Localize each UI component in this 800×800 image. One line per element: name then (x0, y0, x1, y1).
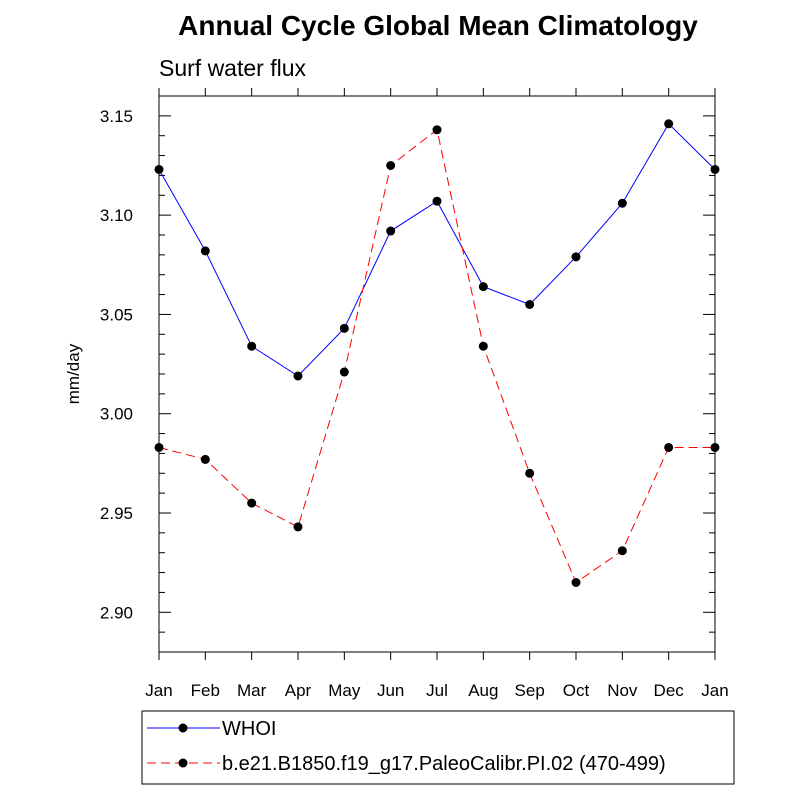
data-point (432, 196, 442, 206)
data-point (664, 119, 674, 129)
chart-title: Annual Cycle Global Mean Climatology (178, 10, 698, 41)
x-tick-label: Apr (285, 681, 312, 700)
data-point (617, 546, 627, 556)
x-tick-label: Dec (654, 681, 685, 700)
series-1 (154, 119, 720, 381)
y-tick-label: 2.95 (100, 504, 133, 523)
x-tick-label: Nov (607, 681, 638, 700)
legend-label: WHOI (222, 718, 276, 740)
y-axis-title: mm/day (64, 343, 83, 404)
legend-item: b.e21.B1850.f19_g17.PaleoCalibr.PI.02 (4… (147, 753, 666, 775)
data-point (710, 164, 720, 174)
x-tick-label: Jan (145, 681, 172, 700)
data-point (432, 125, 442, 135)
data-point (200, 454, 210, 464)
data-point (571, 578, 581, 587)
y-tick-label: 3.10 (100, 206, 133, 225)
data-point (478, 282, 488, 292)
x-tick-label: Jun (377, 681, 404, 700)
chart-subtitle: Surf water flux (159, 55, 306, 81)
legend: WHOI b.e21.B1850.f19_g17.PaleoCalibr.PI.0… (147, 718, 666, 775)
plot-area-frame (158, 95, 716, 653)
data-point (710, 442, 720, 452)
data-point (617, 198, 627, 208)
x-tick-label: Jan (701, 681, 728, 700)
data-point (293, 522, 303, 532)
data-point (525, 468, 535, 478)
data-point (293, 371, 303, 381)
data-point (571, 252, 581, 262)
data-point (525, 300, 535, 309)
x-tick-label: Sep (515, 681, 545, 700)
x-tick-label: Oct (563, 681, 590, 700)
data-point (478, 341, 488, 351)
data-point (200, 246, 210, 256)
data-point (339, 367, 349, 377)
data-point (247, 498, 257, 508)
x-tick-label: Feb (191, 681, 220, 700)
x-axis-labels: Jan Feb Mar Apr May Jun Jul Aug Sep Oct Nov Dec Jan (145, 681, 728, 700)
x-tick-label: Jul (426, 681, 448, 700)
x-tick-label: Aug (468, 681, 498, 700)
series-line (158, 122, 716, 377)
data-point (664, 442, 674, 452)
legend-label: b.e21.B1850.f19_g17.PaleoCalibr.PI.02 (4… (222, 753, 666, 775)
series-layer (154, 119, 720, 587)
y-axis-labels: 2.90 2.95 3.00 3.05 3.10 3.15 (100, 107, 133, 622)
x-tick-label: Mar (237, 681, 267, 700)
y-tick-label: 2.90 (100, 603, 133, 622)
y-tick-label: 3.00 (100, 405, 133, 424)
y-tick-label: 3.15 (100, 107, 133, 126)
series-2 (154, 125, 720, 587)
data-point (339, 323, 349, 333)
data-point (247, 341, 257, 351)
data-point (154, 442, 164, 452)
data-point (154, 164, 164, 174)
data-point (386, 161, 396, 170)
y-tick-label: 3.05 (100, 305, 133, 324)
x-tick-label: May (328, 681, 361, 700)
legend-item: WHOI (147, 718, 276, 740)
legend-marker (178, 723, 188, 733)
legend-marker (178, 758, 188, 768)
data-point (386, 226, 396, 236)
axis-ticks (158, 88, 716, 660)
legend-box (141, 710, 735, 785)
